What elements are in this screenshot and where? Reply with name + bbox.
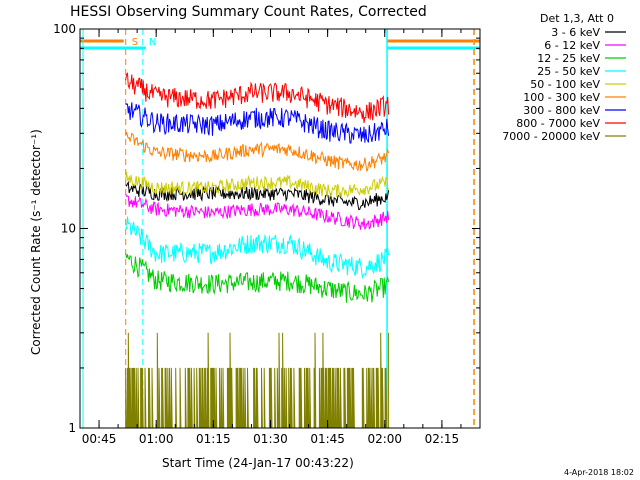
legend-label: 100 - 300 keV [523,91,600,104]
legend-label: 50 - 100 keV [530,78,600,91]
series-line [125,131,390,172]
x-tick-label: 01:00 [139,432,174,446]
legend-label: 12 - 25 keV [537,52,600,65]
x-axis-label: Start Time (24-Jan-17 00:43:22) [162,456,354,470]
series-line [125,332,390,429]
x-tick-label: 02:15 [425,432,460,446]
marker-label: N [149,37,156,48]
y-tick-label: 100 [53,22,76,36]
series-line [125,216,390,280]
series-line [125,72,390,124]
date-stamp: 4-Apr-2018 18:02 [564,468,634,477]
legend-label: 6 - 12 keV [544,39,600,52]
x-tick-label: 00:45 [82,432,117,446]
marker-label: S [132,37,138,48]
series-line [125,102,390,144]
series-line [125,253,390,303]
x-tick-label: 01:15 [196,432,231,446]
legend-label: 800 - 7000 keV [516,117,600,130]
series-line [125,171,390,198]
y-tick-label: 1 [68,421,76,435]
plot-frame [79,28,481,429]
series-line [125,193,390,230]
chart-title: HESSI Observing Summary Count Rates, Cor… [70,4,427,20]
legend-label: 300 - 800 keV [523,104,600,117]
legend-header: Det 1,3, Att 0 [540,12,614,25]
y-axis-label: Corrected Count Rate (s⁻¹ detector⁻¹) [29,129,43,355]
legend-label: 7000 - 20000 keV [502,130,600,143]
x-tick-label: 02:00 [367,432,402,446]
series-line [125,180,390,211]
legend-label: 25 - 50 keV [537,65,600,78]
legend-label: 3 - 6 keV [551,26,600,39]
x-tick-label: 01:45 [310,432,345,446]
x-tick-label: 01:30 [253,432,288,446]
y-tick-label: 10 [61,222,76,236]
